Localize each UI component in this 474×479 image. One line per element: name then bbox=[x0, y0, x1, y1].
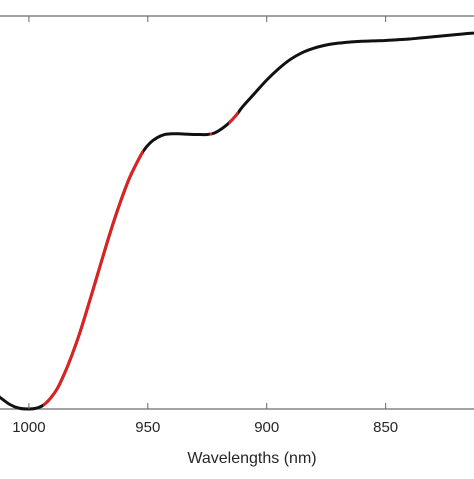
x-axis-label: Wavelengths (nm) bbox=[187, 450, 316, 467]
x-ticks: 1000 950 900 850 bbox=[12, 16, 398, 436]
highlight-segment-0 bbox=[43, 207, 117, 408]
x-tick-label-950: 950 bbox=[135, 419, 160, 436]
axes bbox=[0, 15, 474, 410]
spectrum-line bbox=[0, 31, 474, 411]
spectrum-curve bbox=[0, 31, 474, 411]
highlight-segment-3 bbox=[228, 110, 239, 126]
highlight-segment-2 bbox=[209, 132, 213, 136]
highlight-segment-1 bbox=[116, 148, 144, 217]
x-tick-label-1000: 1000 bbox=[12, 419, 45, 436]
x-tick-label-850: 850 bbox=[373, 419, 398, 436]
axes-frame bbox=[0, 15, 474, 410]
x-tick-label-900: 900 bbox=[254, 419, 279, 436]
